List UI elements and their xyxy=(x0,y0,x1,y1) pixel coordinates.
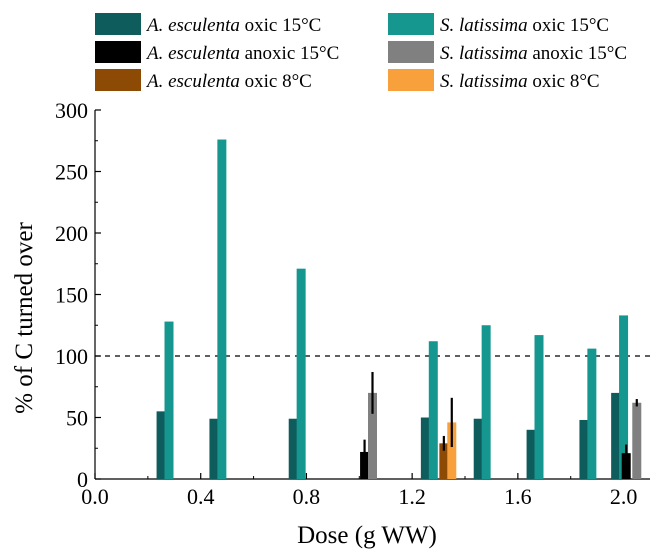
bar-ae_oxic15 xyxy=(526,429,536,479)
legend-swatch-ae_oxic8 xyxy=(95,69,141,91)
legend-swatch-sl_oxic8 xyxy=(388,69,434,91)
bar-ae_anoxic15 xyxy=(621,453,631,479)
legend-condition: oxic 8°C xyxy=(240,71,312,92)
x-tick-label: 2.0 xyxy=(610,484,638,509)
bar-ae_oxic15 xyxy=(209,418,219,479)
bar-ae_anoxic15 xyxy=(360,451,370,479)
y-tick-label: 0 xyxy=(77,467,88,492)
legend-species: S. latissima xyxy=(440,43,528,64)
x-tick-label: 0.4 xyxy=(187,484,215,509)
x-tick-label: 0.0 xyxy=(81,484,109,509)
bar-sl_oxic15 xyxy=(587,348,597,479)
legend-condition: oxic 15°C xyxy=(240,15,321,36)
legend-entry-sl_anoxic15: S. latissima anoxic 15°C xyxy=(440,43,627,64)
legend-entry-ae_anoxic15: A. esculenta anoxic 15°C xyxy=(145,43,339,64)
legend-species: S. latissima xyxy=(440,15,528,36)
x-tick-label: 1.2 xyxy=(398,484,426,509)
bar-ae_oxic15 xyxy=(156,411,166,479)
bar-ae_oxic15 xyxy=(473,418,483,479)
legend-swatch-ae_oxic15 xyxy=(95,13,141,35)
legend-entry-ae_oxic8: A. esculenta oxic 8°C xyxy=(145,71,312,92)
legend-entry-ae_oxic15: A. esculenta oxic 15°C xyxy=(145,15,321,36)
bar-sl_oxic15 xyxy=(534,335,544,479)
y-tick-label: 300 xyxy=(55,98,88,123)
bar-ae_oxic15 xyxy=(420,417,430,479)
legend-entry-sl_oxic15: S. latissima oxic 15°C xyxy=(440,15,609,36)
legend-condition: oxic 15°C xyxy=(528,15,609,36)
bar-sl_oxic15 xyxy=(164,321,174,479)
y-tick-label: 50 xyxy=(66,406,88,431)
y-tick-label: 250 xyxy=(55,160,88,185)
error-bars xyxy=(363,371,638,465)
bar-ae_oxic8 xyxy=(439,443,449,479)
x-tick-label: 1.6 xyxy=(504,484,532,509)
y-tick-label: 150 xyxy=(55,283,88,308)
bars xyxy=(156,139,642,479)
legend-entry-sl_oxic8: S. latissima oxic 8°C xyxy=(440,71,600,92)
legend-swatch-sl_anoxic15 xyxy=(388,41,434,63)
x-axis-label: Dose (g WW) xyxy=(297,522,437,549)
bar-ae_oxic15 xyxy=(579,419,589,479)
legend-condition: anoxic 15°C xyxy=(528,43,627,64)
legend-species: S. latissima xyxy=(440,71,528,92)
legend-species: A. esculenta xyxy=(145,43,240,64)
x-tick-label: 0.8 xyxy=(293,484,321,509)
legend: A. esculenta oxic 15°C S. latissima oxic … xyxy=(95,13,627,92)
legend-swatch-ae_anoxic15 xyxy=(95,41,141,63)
bar-ae_oxic15 xyxy=(288,418,298,479)
y-tick-label: 100 xyxy=(55,344,88,369)
bar-sl_anoxic15 xyxy=(368,392,377,479)
bar-sl_oxic15 xyxy=(619,315,629,479)
bar-sl_oxic15 xyxy=(296,268,306,479)
bar-sl_oxic15 xyxy=(481,325,491,479)
legend-species: A. esculenta xyxy=(145,71,240,92)
bar-sl_oxic15 xyxy=(428,341,438,479)
y-tick-label: 200 xyxy=(55,221,88,246)
y-axis-label: % of C turned over xyxy=(11,222,38,414)
legend-condition: anoxic 15°C xyxy=(240,43,339,64)
legend-species: A. esculenta xyxy=(145,15,240,36)
bar-ae_oxic15 xyxy=(611,392,621,479)
bar-sl_oxic8 xyxy=(447,422,457,479)
axes: 0 50 100 150 200 250 300 0.0 0.4 0.8 1.2 1.6 2.0 xyxy=(55,98,650,509)
legend-condition: oxic 8°C xyxy=(528,71,600,92)
bar-sl_oxic15 xyxy=(217,139,227,479)
bar-sl_anoxic15 xyxy=(632,402,642,479)
legend-swatch-sl_oxic15 xyxy=(388,13,434,35)
